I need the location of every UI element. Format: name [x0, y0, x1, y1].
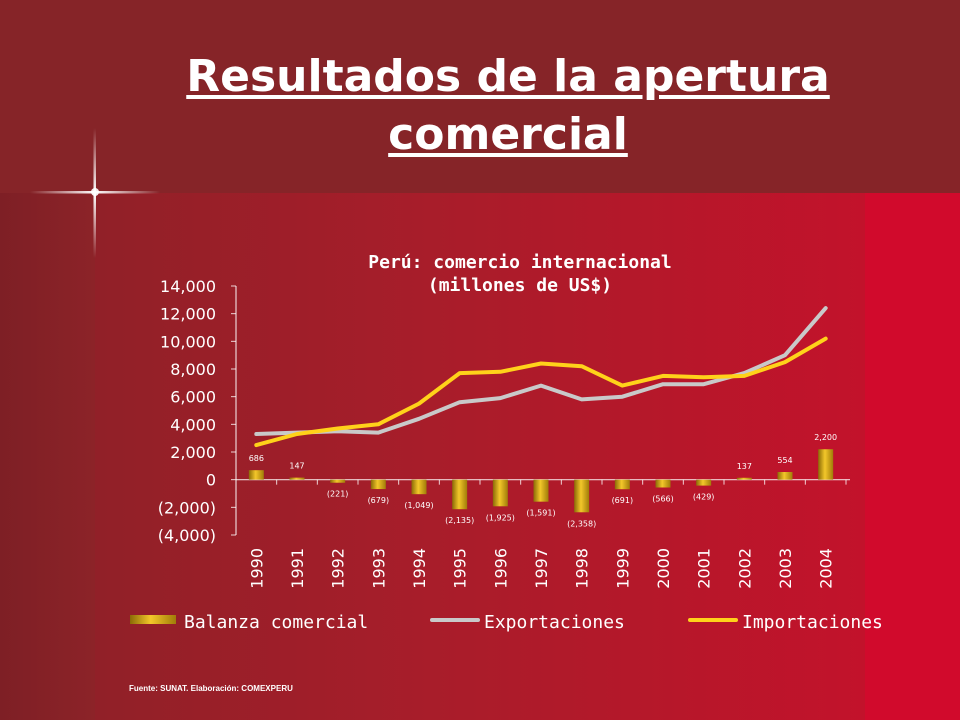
x-tick-label: 1994 [410, 548, 429, 589]
balance-bar [696, 479, 712, 486]
bar-value-label: 137 [737, 462, 752, 471]
exports-line [254, 306, 828, 436]
imports-line [254, 336, 828, 448]
left-band [0, 193, 95, 720]
balance-bar [818, 449, 834, 480]
x-tick-label: 2001 [695, 548, 714, 589]
bar-value-label: (2,135) [445, 516, 474, 525]
balance-bar [330, 479, 346, 483]
title-line-2: comercial [388, 109, 628, 160]
bar-value-label: (1,925) [486, 513, 515, 522]
balance-bar [574, 479, 590, 513]
balance-bar [614, 479, 630, 490]
y-tick-label: 4,000 [170, 415, 216, 434]
x-tick-label: 1990 [247, 548, 266, 589]
x-tick-label: 2004 [817, 548, 836, 589]
legend-label: Balanza comercial [184, 612, 368, 633]
x-tick-label: 1996 [491, 548, 510, 589]
y-tick-label: 0 [206, 471, 216, 490]
bar-value-label: (1,591) [526, 509, 555, 518]
trade-lines [254, 306, 828, 448]
x-tick-label: 1992 [329, 548, 348, 589]
balance-bar [736, 477, 752, 480]
x-tick-label: 1991 [288, 548, 307, 589]
balance-bars [248, 449, 834, 513]
bar-value-label: (679) [368, 496, 390, 505]
balance-bar [411, 479, 427, 495]
bar-value-label: (691) [612, 496, 634, 505]
x-tick-label: 2000 [654, 548, 673, 589]
source-note: Fuente: SUNAT. Elaboración: COMEXPERU [129, 684, 293, 693]
title-band [0, 0, 960, 193]
chart-title-line-2: (millones de US$) [428, 275, 612, 296]
right-band [865, 193, 960, 720]
x-tick-label: 1993 [369, 548, 388, 589]
x-tick-label: 2002 [735, 548, 754, 589]
chart-title-line-1: Perú: comercio internacional [368, 252, 671, 273]
y-tick-label: 10,000 [160, 332, 216, 351]
bar-value-label: (566) [652, 494, 674, 503]
legend-swatch-balance [130, 615, 176, 624]
bar-value-label: (2,358) [567, 519, 596, 528]
y-tick-label: (4,000) [158, 526, 216, 545]
bar-value-label: (221) [327, 490, 349, 499]
bar-value-label: 686 [249, 454, 264, 463]
bar-value-label: 554 [777, 456, 792, 465]
chart-legend: Balanza comercial Exportaciones Importacio… [130, 612, 883, 633]
bar-value-labels: 686 147 (221) (679) (1,049) (2,135) (1,925) (1,… [249, 433, 837, 528]
balance-bar [655, 479, 671, 488]
slide-title: Resultados de la apertura comercial [0, 48, 960, 164]
bar-value-label: 147 [289, 462, 304, 471]
y-tick-label: (2,000) [158, 498, 216, 517]
sparkle-icon [30, 128, 160, 258]
legend-label: Exportaciones [484, 612, 625, 633]
balance-bar [492, 479, 508, 507]
title-line-1: Resultados de la apertura [186, 51, 830, 102]
bar-value-label: 2,200 [814, 433, 837, 442]
x-tick-label: 1997 [532, 548, 551, 589]
balance-bar [248, 470, 264, 480]
balance-bar [289, 477, 305, 480]
y-tick-label: 12,000 [160, 305, 216, 324]
balance-bar [777, 472, 793, 480]
y-tick-label: 8,000 [170, 360, 216, 379]
legend-label: Importaciones [742, 612, 883, 633]
balance-bar [370, 479, 386, 490]
x-tick-label: 1999 [613, 548, 632, 589]
y-tick-label: 6,000 [170, 388, 216, 407]
balance-bar [533, 479, 549, 502]
x-tick-label: 1998 [573, 548, 592, 589]
bar-value-label: (1,049) [404, 501, 433, 510]
y-tick-label: 2,000 [170, 443, 216, 462]
balance-bar [452, 479, 468, 510]
x-tick-label: 2003 [776, 548, 795, 589]
x-tick-label: 1995 [451, 548, 470, 589]
y-tick-label: 14,000 [160, 277, 216, 296]
bar-value-label: (429) [693, 493, 715, 502]
